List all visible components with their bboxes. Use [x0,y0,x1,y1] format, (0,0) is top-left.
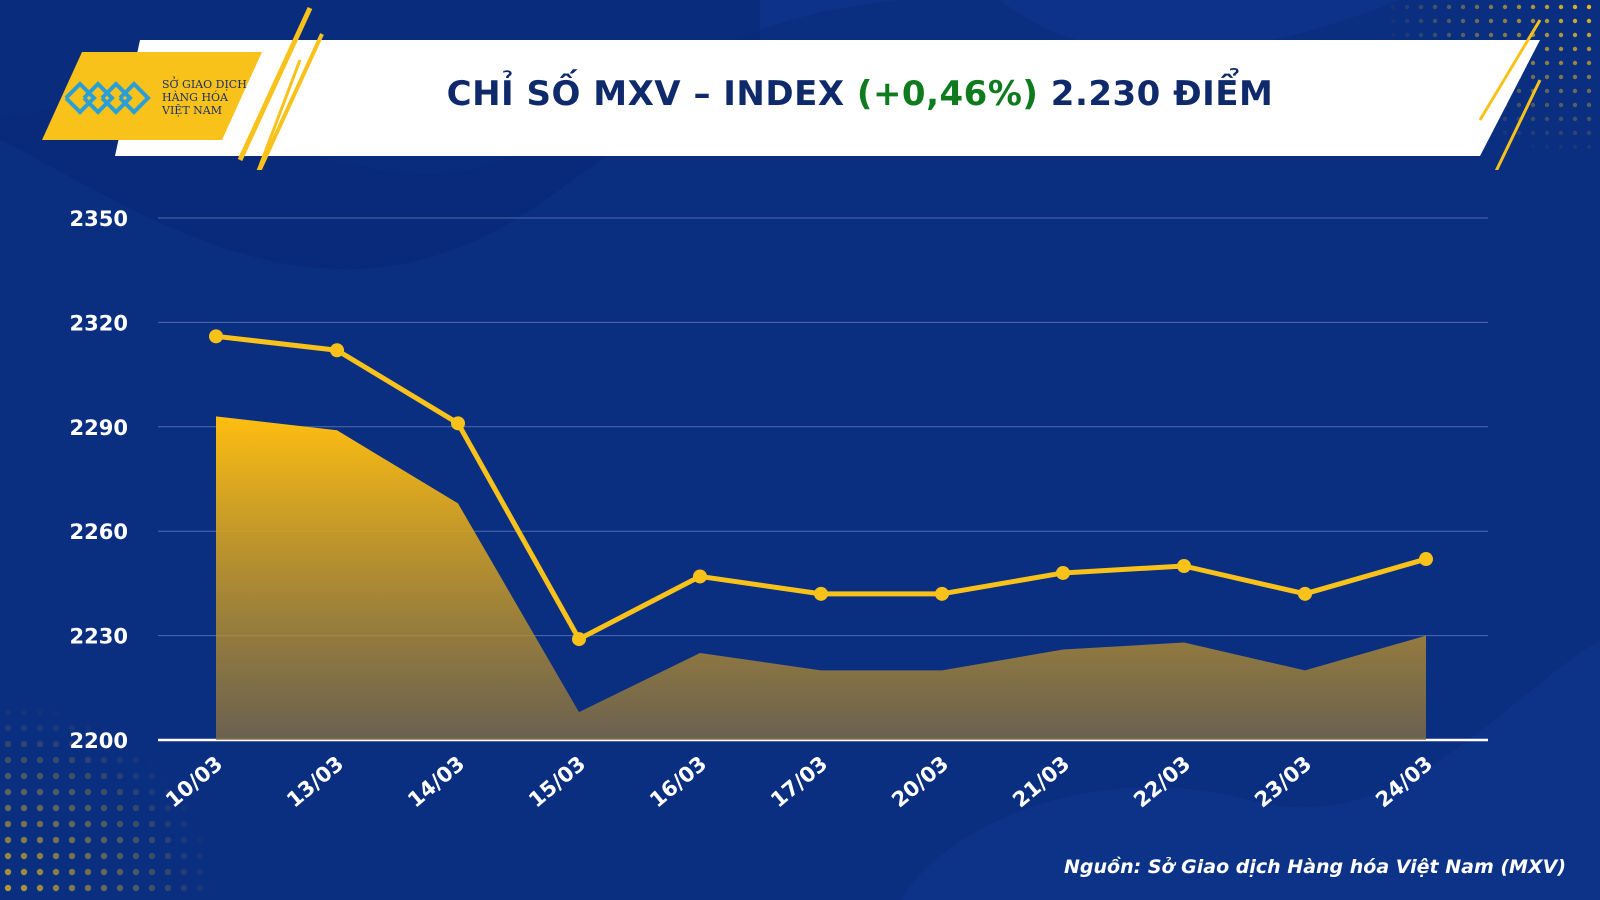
x-tick-label: 22/03 [1129,751,1195,812]
data-point [1177,559,1191,573]
line-series [209,329,1433,647]
y-tick-label: 2260 [70,520,128,544]
data-point [814,586,828,601]
logo-text: SỞ GIAO DỊCH HÀNG HÓA VIỆT NAM [162,78,247,117]
y-tick-label: 2320 [70,311,128,335]
x-tick-label: 21/03 [1008,751,1074,812]
title-prefix: CHỈ SỐ MXV – INDEX [446,74,845,114]
title-change: (+0,46%) [856,74,1039,114]
y-axis-ticks: 2200 2230 2260 2290 2320 2350 [70,207,128,753]
x-axis-ticks: 10/03 13/03 14/03 15/03 16/03 17/03 20/03 21/03… [161,751,1437,812]
x-tick-label: 15/03 [524,751,590,812]
source-note: Nguồn: Sở Giao dịch Hàng hóa Việt Nam (M… [1064,856,1566,878]
x-tick-label: 16/03 [645,751,711,812]
data-point [935,586,949,601]
data-point [1056,565,1070,580]
logo-line-3: VIỆT NAM [162,104,222,117]
area-series [216,416,1426,740]
x-tick-label: 17/03 [766,751,832,812]
data-point [451,416,465,431]
x-tick-label: 10/03 [161,751,227,812]
data-point [693,569,707,584]
x-tick-label: 13/03 [282,751,348,812]
x-tick-label: 23/03 [1250,751,1316,812]
data-point [572,632,586,647]
y-tick-label: 2230 [70,625,128,649]
y-tick-label: 2350 [70,207,128,231]
x-tick-label: 20/03 [887,751,953,812]
logo-line-2: HÀNG HÓA [162,91,228,104]
title-banner [42,6,1542,170]
x-tick-label: 24/03 [1371,751,1437,812]
x-tick-label: 14/03 [403,751,469,812]
y-tick-label: 2290 [70,416,128,440]
y-tick-label: 2200 [70,729,128,753]
data-point [330,343,344,358]
mxv-logo-icon [64,81,151,115]
data-point [209,329,223,344]
logo-line-1: SỞ GIAO DỊCH [162,78,247,91]
data-point [1298,586,1312,601]
title-suffix: 2.230 ĐIỂM [1050,74,1274,114]
chart-title: CHỈ SỐ MXV – INDEX (+0,46%) 2.230 ĐIỂM [300,74,1420,114]
area-fill [216,416,1426,740]
data-point [1419,552,1433,567]
